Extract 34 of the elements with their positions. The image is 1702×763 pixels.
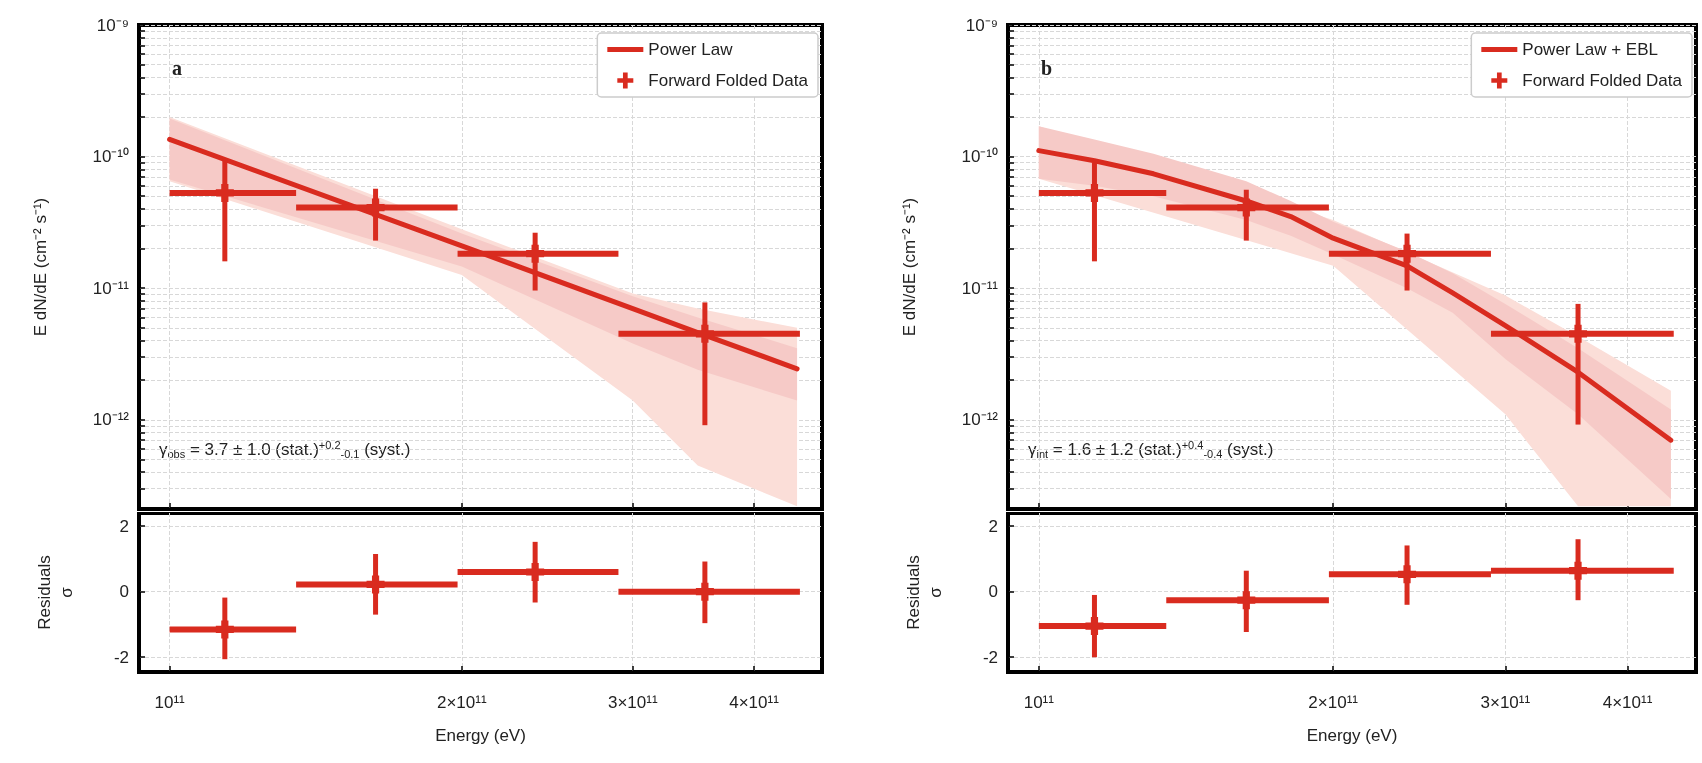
y-tick-label: 10⁻¹⁰ xyxy=(961,147,998,167)
y-tick-label: 0 xyxy=(988,582,998,602)
x-tick-label: 3×10¹¹ xyxy=(1480,693,1531,712)
y-axis-title: Residuals σ xyxy=(903,555,945,630)
x-axis-title: Energy (eV) xyxy=(435,725,526,745)
x-tick-label: 4×10¹¹ xyxy=(729,693,780,712)
y-tick-label: 0 xyxy=(119,582,129,602)
text: a xyxy=(172,57,182,79)
x-tick-label: 4×10¹¹ xyxy=(1602,693,1653,712)
y-tick-label: 10⁻⁹ xyxy=(965,15,998,35)
x-tick-label: 2×10¹¹ xyxy=(436,693,487,712)
legend-label: Power Law xyxy=(648,40,734,59)
x-tick-label: 3×10¹¹ xyxy=(607,693,658,712)
legend-label: Forward Folded Data xyxy=(648,71,809,90)
y-tick-label: 10⁻⁹ xyxy=(96,15,129,35)
y-tick-label: -2 xyxy=(982,647,998,667)
text: b xyxy=(1041,57,1053,79)
y-axis-title: E dN/dE (cm⁻² s⁻¹) xyxy=(899,197,919,337)
y-axis-title: E dN/dE (cm⁻² s⁻¹) xyxy=(30,197,50,337)
legend-label: Power Law + EBL xyxy=(1522,40,1658,59)
y-tick-label: 10⁻¹² xyxy=(92,410,130,430)
y-tick-label: 2 xyxy=(988,516,998,536)
y-tick-label: -2 xyxy=(113,647,129,667)
y-tick-label: 10⁻¹⁰ xyxy=(92,147,129,167)
x-tick-label: 10¹¹ xyxy=(1023,693,1055,712)
x-tick-label: 10¹¹ xyxy=(154,693,186,712)
legend-label: Forward Folded Data xyxy=(1522,71,1683,90)
x-tick-label: 2×10¹¹ xyxy=(1308,693,1359,712)
y-tick-label: 10⁻¹¹ xyxy=(92,278,130,298)
x-axis-title: Energy (eV) xyxy=(1306,725,1398,745)
y-axis-title: Residuals σ xyxy=(34,555,76,630)
y-tick-label: 10⁻¹² xyxy=(961,410,999,430)
y-tick-label: 10⁻¹¹ xyxy=(961,278,999,298)
y-tick-label: 2 xyxy=(119,516,129,536)
